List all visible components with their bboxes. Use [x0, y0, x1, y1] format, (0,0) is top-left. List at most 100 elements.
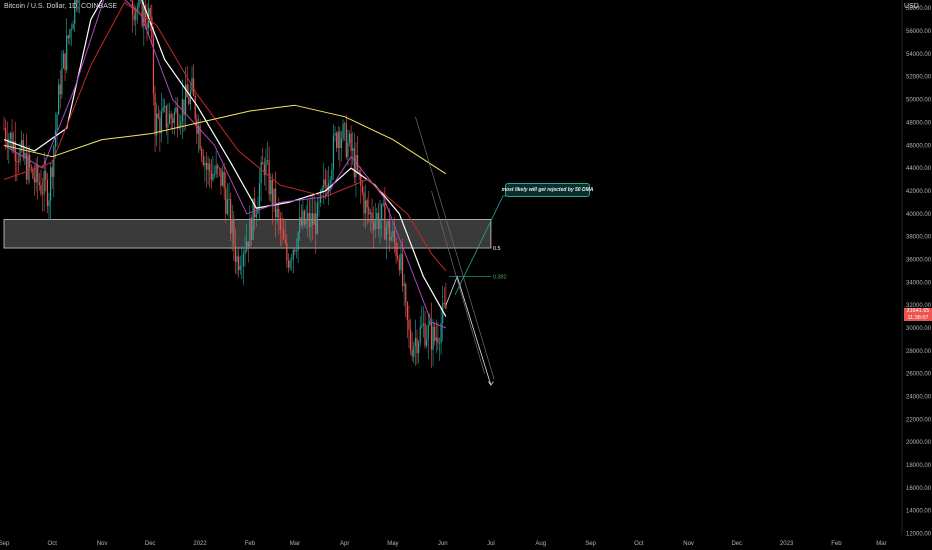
candle-body	[6, 139, 8, 148]
candle-body	[242, 253, 245, 266]
last-price-value: 31641.65	[906, 308, 930, 314]
candle-body	[413, 345, 415, 357]
candle-body	[207, 163, 209, 170]
candle-body	[228, 199, 230, 200]
candle-body	[328, 182, 330, 192]
annotation-callout[interactable]: most likely will get rejected by 50 DMA	[502, 183, 593, 197]
candle-body	[56, 114, 58, 131]
candle-body	[201, 149, 203, 156]
candle-body	[390, 237, 392, 241]
candle-body	[424, 323, 426, 346]
candle-body	[400, 253, 402, 270]
candle-body	[27, 154, 29, 180]
candle-body	[180, 121, 182, 127]
candle-body	[295, 250, 298, 252]
candle-body	[440, 322, 442, 343]
support-zone	[3, 219, 492, 249]
candle-body	[342, 123, 344, 139]
candle-body	[300, 217, 302, 226]
y-tick-label: 52000.00	[906, 75, 932, 81]
candle-body	[313, 213, 315, 225]
candle-body	[239, 266, 241, 270]
candle-body	[340, 138, 343, 148]
candle-body	[14, 141, 16, 162]
x-tick-label: Feb	[831, 541, 842, 547]
candle-body	[364, 200, 367, 214]
candle-body	[29, 154, 31, 168]
countdown-value: 11:38:07	[907, 314, 929, 321]
channel-line-2	[431, 190, 485, 374]
candle-body	[64, 53, 66, 71]
candle-body	[33, 178, 36, 183]
candle-body	[345, 123, 347, 158]
candle-body	[324, 179, 326, 186]
candle-body	[3, 128, 5, 129]
candle-body	[305, 218, 307, 225]
fib-label-0.5: 0.5	[493, 246, 501, 252]
currency-label: USD	[904, 3, 919, 10]
candle-body	[50, 167, 52, 201]
x-tick-label: Oct	[634, 541, 644, 547]
candle-body	[437, 337, 439, 344]
candle-body	[377, 213, 380, 230]
candle-body	[225, 188, 227, 214]
candle-body	[329, 180, 331, 183]
candle-body	[61, 68, 63, 95]
candle-body	[176, 107, 179, 129]
candle-body	[138, 0, 140, 8]
candle-body	[236, 256, 238, 262]
candle-body	[418, 342, 420, 354]
candle-body	[284, 239, 286, 243]
candle-body	[72, 23, 74, 30]
candle-body	[241, 265, 243, 267]
time-axis[interactable]: Sep Oct Nov Dec 2022 Feb Mar Apr May Jun Jul Aug Sep…	[0, 541, 887, 547]
candle-body	[160, 111, 163, 134]
candle-body	[406, 302, 408, 321]
candle-body	[233, 218, 235, 245]
candle-body	[308, 213, 310, 228]
candle-body	[215, 165, 217, 174]
candle-body	[323, 179, 325, 189]
y-tick-label: 54000.00	[906, 52, 932, 58]
y-tick-label: 50000.00	[906, 98, 932, 104]
candle-body	[202, 155, 204, 165]
x-tick-label: Nov	[683, 541, 694, 547]
candle-body	[260, 162, 262, 184]
support-zone-rect	[3, 219, 492, 249]
candle-body	[326, 185, 328, 192]
candle-body	[265, 160, 267, 176]
candle-body	[371, 212, 373, 223]
candle-body	[221, 171, 224, 186]
candle-body	[249, 218, 251, 248]
candle-body	[271, 179, 273, 206]
candle-body	[376, 213, 378, 220]
y-tick-label: 26000.00	[906, 372, 932, 378]
price-axis[interactable]: 58000.00 56000.00 54000.00 52000.00 50000.00…	[906, 6, 932, 537]
candle-body	[403, 284, 405, 286]
candle-body	[291, 259, 293, 261]
candle-body	[360, 173, 362, 186]
fib-label-0.382: 0.382	[493, 275, 507, 281]
candle-body	[332, 135, 335, 170]
x-tick-label: Jun	[438, 541, 448, 547]
candle-body	[279, 217, 282, 230]
x-tick-label: Sep	[585, 541, 596, 547]
candle-body	[46, 179, 48, 206]
x-tick-label: Jul	[487, 541, 495, 547]
x-tick-label: Apr	[340, 541, 349, 547]
candle-body	[54, 130, 57, 147]
candle-body	[40, 185, 42, 194]
candle-body	[193, 78, 195, 96]
candle-body	[162, 107, 164, 112]
candle-body	[226, 199, 228, 214]
candle-body	[67, 35, 69, 39]
candle-body	[303, 210, 306, 225]
y-tick-label: 56000.00	[906, 29, 932, 35]
candlestick-series	[3, 0, 447, 368]
symbol-title: Bitcoin / U.S. Dollar, 1D, COINBASE	[4, 3, 118, 10]
y-tick-label: 30000.00	[906, 326, 932, 332]
candle-body	[130, 0, 132, 2]
candle-body	[369, 212, 371, 215]
candle-body	[175, 107, 177, 113]
